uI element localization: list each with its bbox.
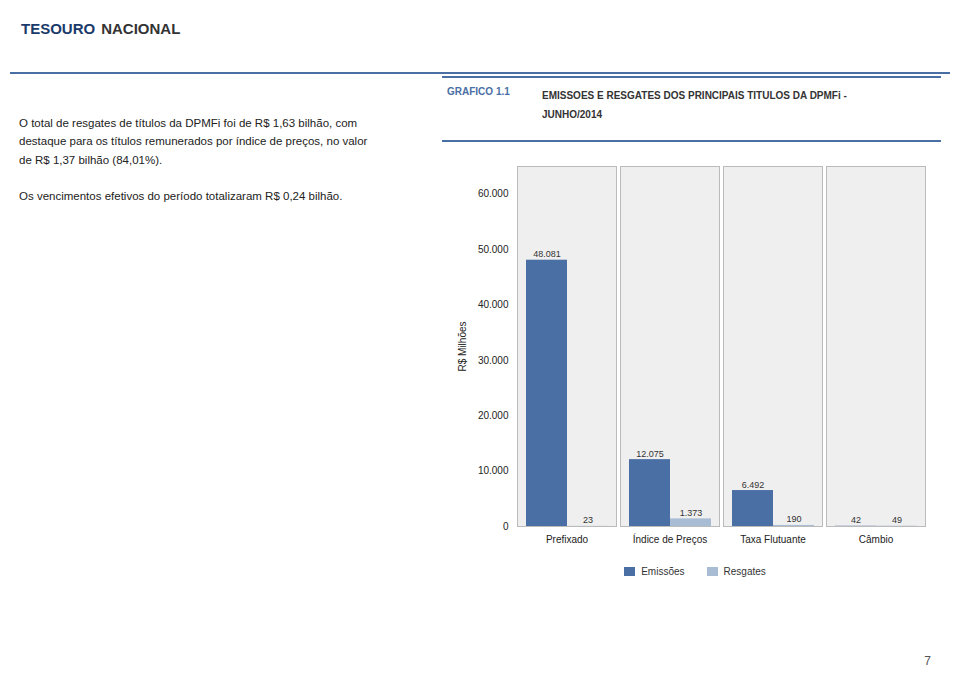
- html-text:O total de resgates de títulos: O total de resgates de títulos da DPMFi …: [19, 117, 358, 129]
- svg-text:Taxa Flutuante: Taxa Flutuante: [740, 534, 806, 545]
- svg-text:20.000: 20.000: [478, 410, 509, 421]
- html-text:de R$ 1,37 bilhão (84,01%).: de R$ 1,37 bilhão (84,01%).: [19, 153, 163, 166]
- html-text:JUNHO/2014: JUNHO/2014: [542, 109, 602, 120]
- html-text:destaque para os títulos remun: destaque para os títulos remunerados por…: [19, 135, 368, 148]
- svg-text:0: 0: [503, 521, 509, 532]
- svg-text:42: 42: [851, 515, 861, 525]
- svg-text:190: 190: [786, 514, 801, 524]
- html-text:TESOURO NACIONAL: TESOURO NACIONAL: [21, 20, 181, 37]
- svg-text:48.081: 48.081: [533, 249, 561, 259]
- svg-text:10.000: 10.000: [478, 465, 509, 476]
- html-text:Emissões: Emissões: [641, 566, 685, 577]
- svg-text:R$ Milhões: R$ Milhões: [457, 321, 468, 371]
- svg-text:Índice de Preços: Índice de Preços: [633, 533, 708, 545]
- svg-text:12.075: 12.075: [636, 449, 664, 459]
- html-text:7: 7: [924, 654, 931, 668]
- html-text:EMISSOES E RESGATES DOS PRINCI: EMISSOES E RESGATES DOS PRINCIPAIS TITUL…: [542, 90, 847, 101]
- svg-text:Câmbio: Câmbio: [859, 534, 894, 545]
- svg-text:60.000: 60.000: [478, 188, 509, 199]
- svg-text:30.000: 30.000: [478, 355, 509, 366]
- svg-text:Prefixado: Prefixado: [546, 534, 589, 545]
- html-text:Resgates: Resgates: [723, 566, 766, 577]
- svg-text:40.000: 40.000: [478, 299, 509, 310]
- svg-text:49: 49: [892, 515, 902, 525]
- html-text:GRAFICO 1.1: GRAFICO 1.1: [447, 86, 510, 97]
- svg-text:6.492: 6.492: [742, 480, 765, 490]
- html-text:Os vencimentos efetivos do per: Os vencimentos efetivos do período total…: [19, 190, 343, 203]
- svg-text:1.373: 1.373: [680, 508, 703, 518]
- svg-text:23: 23: [583, 515, 593, 525]
- svg-text:50.000: 50.000: [478, 244, 509, 255]
